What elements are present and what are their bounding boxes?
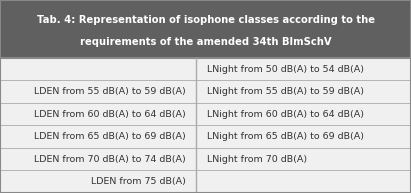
Text: requirements of the amended 34th BImSchV: requirements of the amended 34th BImSchV [80,37,331,47]
Text: LNight from 50 dB(A) to 54 dB(A): LNight from 50 dB(A) to 54 dB(A) [207,65,364,74]
Text: LDEN from 55 dB(A) to 59 dB(A): LDEN from 55 dB(A) to 59 dB(A) [35,87,186,96]
Text: LNight from 55 dB(A) to 59 dB(A): LNight from 55 dB(A) to 59 dB(A) [207,87,364,96]
Bar [0,0,411,58]
Text: LDEN from 60 dB(A) to 64 dB(A): LDEN from 60 dB(A) to 64 dB(A) [35,110,186,119]
Text: LDEN from 70 dB(A) to 74 dB(A): LDEN from 70 dB(A) to 74 dB(A) [35,155,186,164]
Text: LDEN from 75 dB(A): LDEN from 75 dB(A) [91,177,186,186]
Text: LDEN from 65 dB(A) to 69 dB(A): LDEN from 65 dB(A) to 69 dB(A) [35,132,186,141]
Text: Tab. 4: Representation of isophone classes according to the: Tab. 4: Representation of isophone class… [37,15,374,25]
Text: LNight from 65 dB(A) to 69 dB(A): LNight from 65 dB(A) to 69 dB(A) [207,132,364,141]
Text: LNight from 70 dB(A): LNight from 70 dB(A) [207,155,307,164]
Bar [0,58,411,193]
Text: LNight from 60 dB(A) to 64 dB(A): LNight from 60 dB(A) to 64 dB(A) [207,110,364,119]
